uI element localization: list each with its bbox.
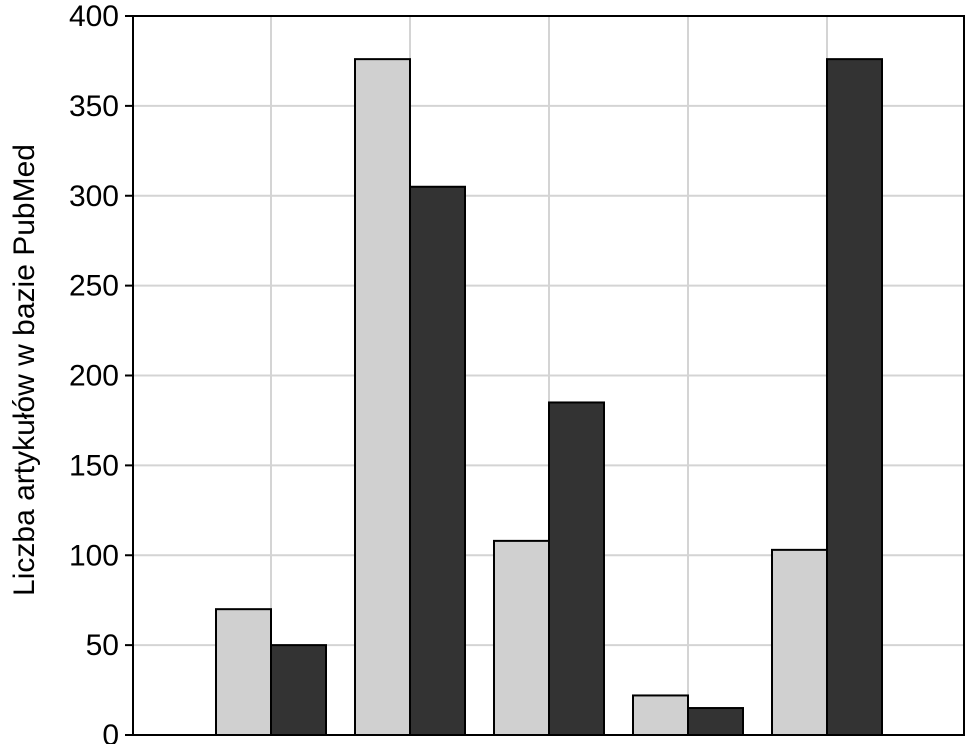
y-tick-label: 0	[102, 719, 119, 744]
bar-series-2-cat-5	[826, 58, 883, 736]
bar-series-2-cat-2	[409, 185, 466, 736]
y-tick-label: 250	[69, 270, 119, 303]
bar-series-1-cat-1	[215, 608, 272, 736]
bar-series-1-cat-3	[493, 539, 550, 736]
y-axis-ticks: 0 50 100 150 200 250 300 350 400	[69, 0, 133, 744]
bar-series-2-cat-4	[687, 707, 744, 736]
y-tick-label: 300	[69, 180, 119, 213]
y-tick-label: 200	[69, 360, 119, 393]
y-tick-label: 100	[69, 539, 119, 572]
bar-series-2-cat-3	[548, 401, 605, 736]
y-tick-label: 50	[86, 629, 119, 662]
bar-series-1-cat-4	[632, 694, 689, 737]
bar-series-1-cat-2	[354, 58, 411, 736]
y-axis-title: Liczba artykułów w bazie PubMed	[8, 144, 41, 596]
y-tick-label: 400	[69, 0, 119, 33]
bar-series-2-cat-1	[270, 644, 327, 736]
y-tick-label: 350	[69, 90, 119, 123]
bars	[215, 58, 883, 737]
bar-series-1-cat-5	[771, 548, 828, 736]
y-tick-label: 150	[69, 449, 119, 482]
